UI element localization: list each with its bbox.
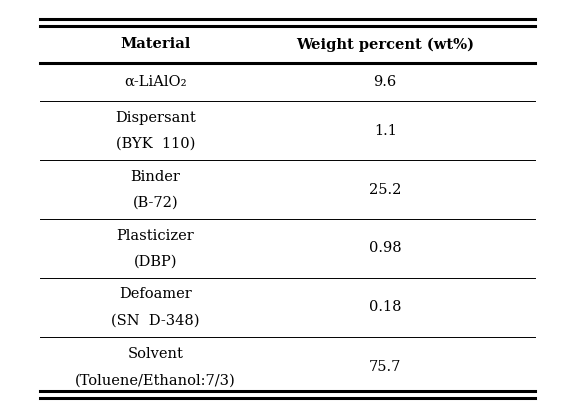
Text: Solvent: Solvent xyxy=(127,347,183,361)
Text: Defoamer: Defoamer xyxy=(119,287,191,301)
Text: (SN  D-348): (SN D-348) xyxy=(111,313,200,327)
Text: Weight percent (wt%): Weight percent (wt%) xyxy=(296,37,474,52)
Text: Binder: Binder xyxy=(131,170,180,184)
Text: 0.98: 0.98 xyxy=(369,241,401,256)
Text: 75.7: 75.7 xyxy=(369,360,401,374)
Text: 1.1: 1.1 xyxy=(374,124,397,138)
Text: (B-72): (B-72) xyxy=(132,196,178,210)
Text: (Toluene/Ethanol:7/3): (Toluene/Ethanol:7/3) xyxy=(75,374,236,388)
Text: 9.6: 9.6 xyxy=(374,75,397,89)
Text: Dispersant: Dispersant xyxy=(115,111,196,125)
Text: α-LiAlO₂: α-LiAlO₂ xyxy=(124,75,186,89)
Text: 0.18: 0.18 xyxy=(369,300,401,314)
Text: Plasticizer: Plasticizer xyxy=(116,229,194,243)
Text: (BYK  110): (BYK 110) xyxy=(116,137,195,151)
Text: (DBP): (DBP) xyxy=(133,254,177,269)
Text: 25.2: 25.2 xyxy=(369,183,401,197)
Text: Material: Material xyxy=(120,38,190,51)
